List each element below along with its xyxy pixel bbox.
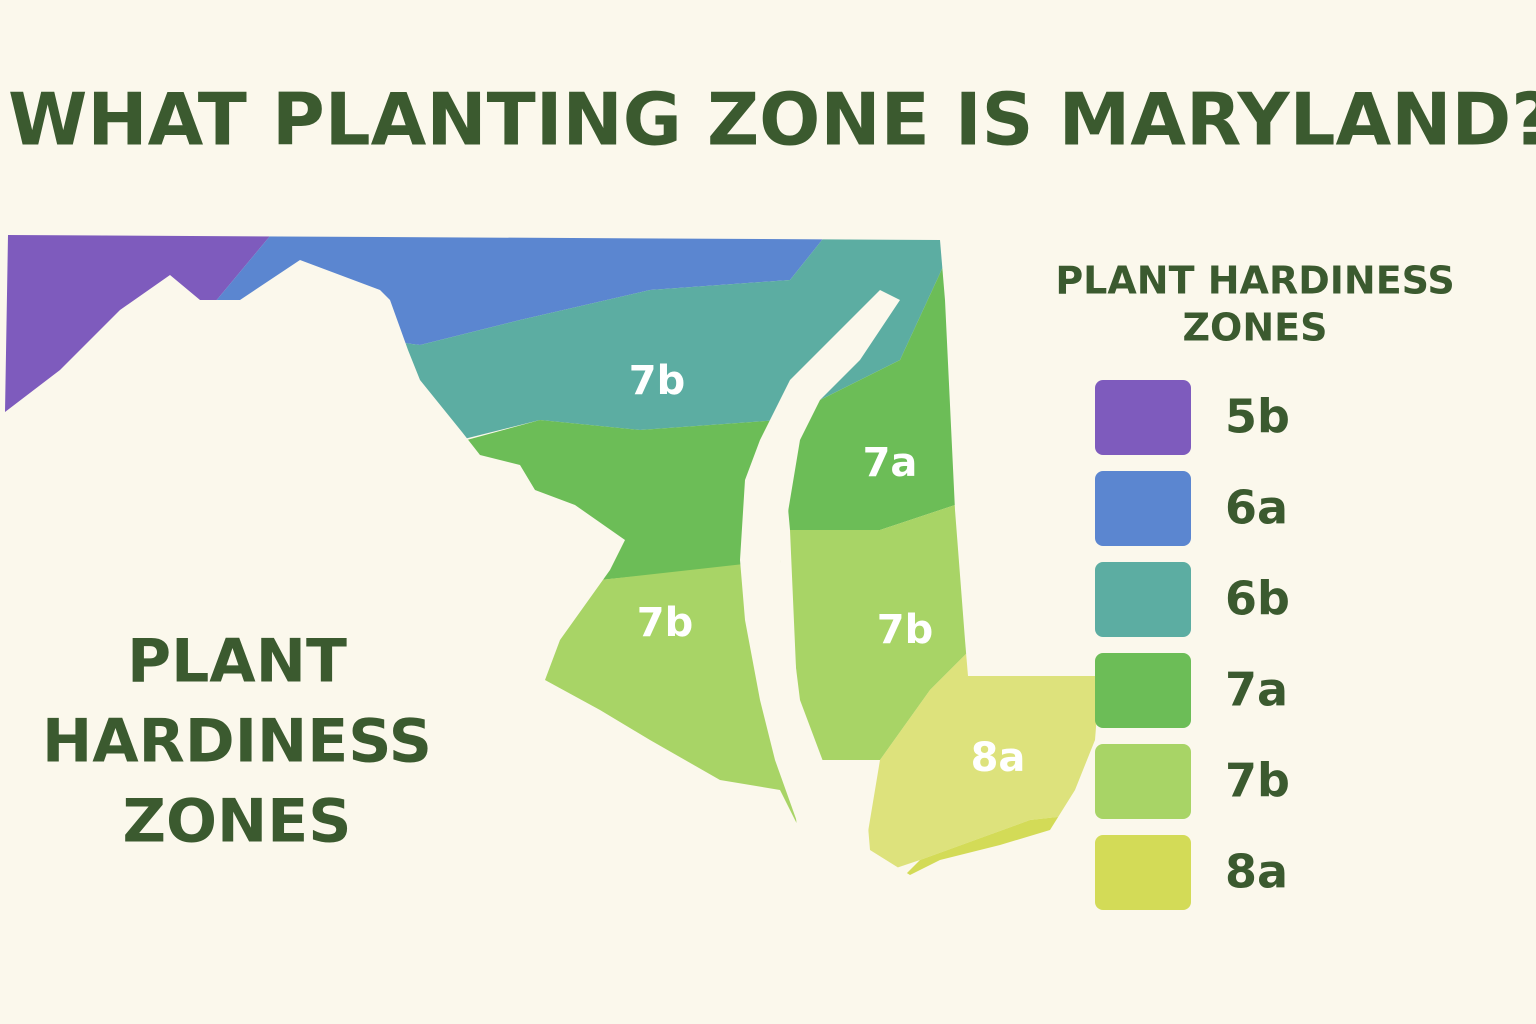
zone-map-label: 7b bbox=[877, 607, 933, 653]
side-label-line: HARDINESS bbox=[42, 707, 432, 777]
legend-swatch bbox=[1095, 653, 1191, 728]
legend-label: 7a bbox=[1225, 663, 1288, 717]
legend-swatch bbox=[1095, 380, 1191, 455]
legend-title-line: PLANT HARDINESS bbox=[1055, 259, 1454, 303]
legend-swatch bbox=[1095, 744, 1191, 819]
legend: 5b 6a 6b 7a 7b 8a bbox=[1095, 380, 1290, 910]
title: WHAT PLANTING ZONE IS MARYLAND? bbox=[8, 78, 1536, 162]
side-label-line: PLANT bbox=[127, 627, 347, 697]
side-label-line: ZONES bbox=[123, 787, 352, 857]
legend-swatch bbox=[1095, 562, 1191, 637]
zone-region bbox=[780, 235, 990, 530]
chesapeake-bay bbox=[740, 290, 900, 830]
legend-label: 7b bbox=[1225, 754, 1290, 808]
zone-map-label: 7b bbox=[637, 600, 693, 646]
zone-map-label: 8a bbox=[971, 735, 1026, 781]
legend-label: 8a bbox=[1225, 845, 1288, 899]
zone-region bbox=[860, 640, 1100, 875]
zone-map-label: 7b bbox=[629, 358, 685, 404]
legend-label: 6b bbox=[1225, 572, 1290, 626]
legend-swatch bbox=[1095, 835, 1191, 910]
legend-title-line: ZONES bbox=[1183, 306, 1328, 350]
legend-label: 6a bbox=[1225, 481, 1288, 535]
legend-swatch bbox=[1095, 471, 1191, 546]
legend-label: 5b bbox=[1225, 390, 1290, 444]
zone-map-label: 7a bbox=[863, 440, 918, 486]
zone-region bbox=[790, 500, 980, 760]
